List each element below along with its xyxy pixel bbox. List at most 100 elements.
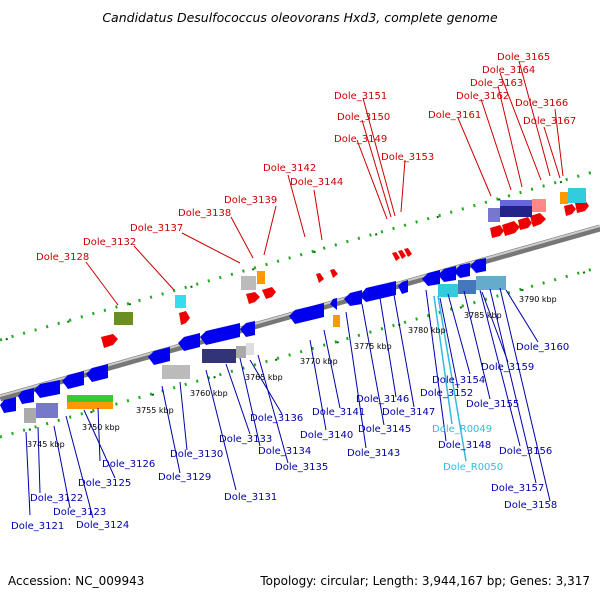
- gene-forward: [518, 217, 532, 230]
- feature-box: [257, 271, 265, 284]
- gene-label: Dole_3135: [275, 462, 328, 473]
- feature-box: [175, 295, 186, 308]
- kbp-label: 3750 kbp: [82, 423, 120, 432]
- gene-label: Dole_3156: [499, 446, 552, 457]
- gene-label: Dole_3164: [482, 65, 535, 76]
- gene-label: Dole_3166: [515, 98, 568, 109]
- gene-reverse: [0, 397, 16, 413]
- feature-box: [500, 200, 532, 206]
- gene-label: Dole_3140: [300, 430, 353, 441]
- feature-box: [67, 395, 113, 402]
- gene-label: Dole_3148: [438, 440, 491, 451]
- gene-label: Dole_3167: [523, 116, 576, 127]
- gene-label: Dole_3141: [312, 407, 365, 418]
- gene-label: Dole_3160: [516, 342, 569, 353]
- gene-label: Dole_3158: [504, 500, 557, 511]
- feature-box: [162, 365, 190, 379]
- gene-label: Dole_3163: [470, 78, 523, 89]
- kbp-label: 3780 kbp: [408, 326, 446, 335]
- gene-forward: [564, 204, 576, 216]
- guide-line-upper: [0, 168, 600, 342]
- gene-forward: [490, 225, 504, 238]
- gene-label: Dole_3126: [102, 459, 155, 470]
- gene-reverse: [344, 290, 362, 306]
- gene-label: Dole_3124: [76, 520, 129, 531]
- gene-forward: [575, 200, 589, 213]
- rna-label: Dole_R0049: [432, 424, 492, 435]
- feature-box: [458, 280, 476, 294]
- gene-reverse: [62, 371, 84, 389]
- gene-reverse: [360, 281, 396, 302]
- gene-label: Dole_3125: [78, 478, 131, 489]
- gene-label: Dole_3143: [347, 448, 400, 459]
- gene-label: Dole_3151: [334, 91, 387, 102]
- gene-label: Dole_3149: [334, 134, 387, 145]
- kbp-label: 3760 kbp: [190, 389, 228, 398]
- feature-box: [24, 408, 36, 423]
- gene-forward: [262, 287, 276, 299]
- leader-lines-top: [85, 60, 564, 306]
- gene-reverse: [178, 333, 200, 351]
- gene-label: Dole_3130: [170, 449, 223, 460]
- gene-reverse: [148, 347, 170, 365]
- gene-forward: [502, 221, 520, 236]
- gene-label: Dole_3165: [497, 52, 550, 63]
- gene-label: Dole_3154: [432, 375, 485, 386]
- forward-genes: [101, 200, 589, 348]
- gene-label: Dole_3153: [381, 152, 434, 163]
- gene-label: Dole_3159: [481, 362, 534, 373]
- feature-box: [568, 188, 586, 203]
- gene-reverse: [470, 258, 486, 273]
- feature-box: [333, 315, 340, 327]
- kbp-label: 3745 kbp: [27, 440, 65, 449]
- gene-forward: [101, 334, 118, 348]
- accession-text: Accession: NC_009943: [8, 574, 145, 588]
- gene-forward: [330, 269, 338, 278]
- kbp-label: 3765 kbp: [245, 373, 283, 382]
- gene-label: Dole_3152: [420, 388, 473, 399]
- gene-label: Dole_3155: [466, 399, 519, 410]
- rna-labels: Dole_R0049 Dole_R0050: [432, 424, 503, 473]
- upper-feature-boxes: [114, 188, 586, 325]
- feature-box: [500, 206, 532, 217]
- feature-box: [246, 343, 254, 355]
- gene-reverse: [398, 280, 408, 294]
- gene-reverse: [422, 270, 440, 286]
- gene-label: Dole_3128: [36, 252, 89, 263]
- feature-box: [476, 276, 506, 290]
- gene-label: Dole_3137: [130, 223, 183, 234]
- feature-box: [560, 192, 568, 204]
- gene-label: Dole_3121: [11, 521, 64, 532]
- gene-label: Dole_3133: [219, 434, 272, 445]
- kbp-tick-labels: 3745 kbp 3750 kbp 3755 kbp 3760 kbp 3765…: [27, 295, 557, 449]
- reverse-genes: [0, 258, 486, 413]
- kbp-label: 3785 kbp: [464, 311, 502, 320]
- kbp-label: 3770 kbp: [300, 357, 338, 366]
- gene-label: Dole_3161: [428, 110, 481, 121]
- gene-label: Dole_3136: [250, 413, 303, 424]
- gene-forward: [398, 250, 406, 259]
- gene-label: Dole_3146: [356, 394, 409, 405]
- kbp-label: 3790 kbp: [519, 295, 557, 304]
- rna-label: Dole_R0050: [443, 462, 503, 473]
- gene-label: Dole_3138: [178, 208, 231, 219]
- leader-lines-rna: [433, 295, 467, 462]
- gene-reverse: [330, 298, 337, 310]
- gene-forward: [392, 252, 400, 261]
- gene-label: Dole_3129: [158, 472, 211, 483]
- feature-box: [67, 402, 113, 409]
- feature-box: [36, 403, 58, 418]
- feature-box: [202, 349, 236, 363]
- gene-label: Dole_3131: [224, 492, 277, 503]
- gene-forward: [179, 311, 190, 325]
- gene-label: Dole_3144: [290, 177, 343, 188]
- gene-reverse: [240, 321, 255, 337]
- gene-reverse: [454, 263, 470, 278]
- gene-label: Dole_3145: [358, 424, 411, 435]
- gene-label: Dole_3162: [456, 91, 509, 102]
- feature-box: [488, 208, 500, 222]
- top-gene-labels: Dole_3128 Dole_3132 Dole_3137 Dole_3138 …: [36, 52, 576, 263]
- gene-label: Dole_3150: [337, 112, 390, 123]
- feature-box: [241, 276, 256, 290]
